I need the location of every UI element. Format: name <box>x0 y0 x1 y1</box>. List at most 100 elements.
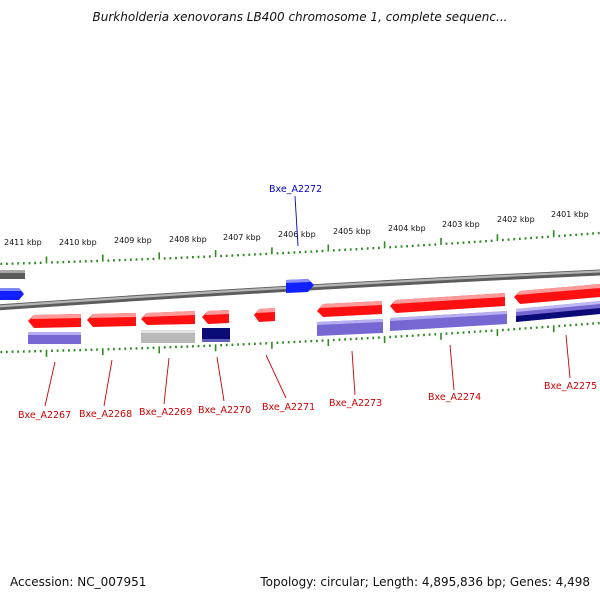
outer-ruler-major-tick <box>45 256 48 264</box>
outer-ruler-minor-tick <box>575 233 578 236</box>
gene-label-bxe-a2270[interactable]: Bxe_A2270 <box>198 405 251 416</box>
outer-ruler-minor-tick <box>231 254 234 257</box>
outer-ruler-minor-tick <box>411 244 414 248</box>
inner-ruler-minor-tick <box>68 349 70 352</box>
outer-ruler-minor-tick <box>186 256 189 259</box>
outer-ruler-minor-tick <box>135 258 138 261</box>
outer-ruler-minor-tick <box>524 237 527 240</box>
outer-ruler-minor-tick <box>130 258 132 261</box>
gene-feature-bxe-a2270[interactable] <box>202 310 230 342</box>
gene-feature-bxe-a2267[interactable] <box>28 314 81 344</box>
inner-ruler-minor-tick <box>265 342 268 345</box>
outer-ruler-minor-tick <box>282 251 284 255</box>
gene-label-bxe-a2268[interactable]: Bxe_A2268 <box>79 409 132 420</box>
outer-ruler-minor-tick <box>265 252 268 256</box>
gene-feature-bxe-a2271[interactable] <box>254 308 275 322</box>
gene-feature-bxe-a2268[interactable] <box>87 313 136 327</box>
inner-ruler-minor-tick <box>378 336 380 339</box>
outer-ruler-minor-tick <box>564 234 566 237</box>
inner-ruler-minor-tick <box>564 324 566 327</box>
outer-ruler-minor-tick <box>518 237 521 240</box>
outer-ruler-minor-tick <box>163 257 166 260</box>
inner-ruler-major-tick <box>552 325 555 333</box>
inner-ruler-major-tick <box>158 346 160 354</box>
inner-ruler-minor-tick <box>349 337 352 341</box>
summary-text: Topology: circular; Length: 4,895,836 bp… <box>260 575 590 589</box>
outer-ruler-minor-tick <box>39 261 42 264</box>
outer-ruler-minor-tick <box>468 241 470 244</box>
outer-ruler-minor-tick <box>597 231 600 235</box>
outer-ruler-minor-tick <box>321 249 324 253</box>
outer-ruler-major-tick <box>214 250 217 258</box>
gene-label-bxe-a2271[interactable]: Bxe_A2271 <box>262 402 315 413</box>
outer-ruler-minor-tick <box>124 258 127 262</box>
inner-ruler-minor-tick <box>28 350 31 353</box>
scale-label-2403: 2403 kbp <box>442 220 480 229</box>
outer-ruler-minor-tick <box>462 241 465 244</box>
inner-ruler-major-tick <box>440 332 442 340</box>
outer-ruler-minor-tick <box>259 253 262 256</box>
inner-ruler-minor-tick <box>11 350 14 353</box>
inner-ruler-minor-tick <box>203 344 206 348</box>
gene-feature-partial-left[interactable] <box>0 270 25 279</box>
outer-ruler-minor-tick <box>558 234 561 238</box>
gene-label-bxe-a2267[interactable]: Bxe_A2267 <box>18 410 71 421</box>
gene-label-bxe-a2274[interactable]: Bxe_A2274 <box>428 392 481 403</box>
inner-ruler-minor-tick <box>344 338 346 341</box>
inner-ruler-minor-tick <box>411 334 414 337</box>
scale-label-2410: 2410 kbp <box>59 238 97 247</box>
gene-feature-bxe-a2275[interactable] <box>514 284 600 322</box>
gene-label-bxe-a2275[interactable]: Bxe_A2275 <box>544 381 597 392</box>
outer-ruler-minor-tick <box>299 251 301 254</box>
inner-ruler-minor-tick <box>535 326 538 329</box>
outer-ruler-minor-tick <box>276 252 279 255</box>
inner-ruler-major-tick <box>383 336 386 344</box>
inner-ruler-minor-tick <box>276 341 279 344</box>
outer-ruler-minor-tick <box>400 245 403 248</box>
outer-ruler-minor-tick <box>389 246 392 249</box>
label-leader-lines <box>44 195 571 407</box>
outer-ruler-minor-tick <box>242 253 245 257</box>
gene-feature-bxe-a2274[interactable] <box>390 293 507 331</box>
outer-ruler-minor-tick <box>547 235 549 238</box>
inner-ruler-minor-tick <box>473 330 476 333</box>
outer-ruler-minor-tick <box>220 254 222 258</box>
inner-ruler-minor-tick <box>592 322 594 325</box>
outer-ruler-minor-tick <box>479 240 482 243</box>
outer-ruler-minor-tick <box>208 255 211 258</box>
gene-label-bxe-a2269[interactable]: Bxe_A2269 <box>139 407 192 418</box>
outer-ruler-minor-tick <box>146 257 149 261</box>
outer-ruler-minor-tick <box>490 239 493 242</box>
gene-feature-bxe-a2269[interactable] <box>141 311 195 343</box>
outer-ruler-major-tick <box>383 241 386 249</box>
gene-label-bxe-a2272[interactable]: Bxe_A2272 <box>269 184 322 195</box>
inner-ruler-minor-tick <box>575 323 578 326</box>
outer-ruler-minor-tick <box>107 259 110 262</box>
inner-ruler-minor-tick <box>332 338 335 342</box>
gene-feature-blue-left[interactable] <box>0 288 24 300</box>
outer-ruler-minor-tick <box>394 245 397 249</box>
inner-ruler-minor-tick <box>428 333 431 336</box>
inner-ruler-minor-tick <box>569 324 572 327</box>
outer-ruler-minor-tick <box>592 232 594 235</box>
outer-ruler-minor-tick <box>434 243 437 246</box>
outer-ruler-minor-tick <box>203 255 206 258</box>
gene-feature-bxe-a2272[interactable] <box>286 279 314 293</box>
outer-ruler-minor-tick <box>344 248 346 251</box>
inner-ruler-major-tick <box>271 341 273 349</box>
inner-ruler-minor-tick <box>282 341 284 344</box>
inner-ruler-minor-tick <box>417 334 420 337</box>
inner-ruler-minor-tick <box>456 331 459 335</box>
map-title: Burkholderia xenovorans LB400 chromosome… <box>92 10 508 24</box>
gene-label-bxe-a2273[interactable]: Bxe_A2273 <box>329 398 382 409</box>
inner-ruler-minor-tick <box>490 329 493 332</box>
inner-ruler-minor-tick <box>451 332 454 335</box>
inner-ruler-minor-tick <box>152 346 155 349</box>
outer-ruler-minor-tick <box>366 247 369 250</box>
inner-ruler-minor-tick <box>56 349 59 352</box>
inner-ruler-minor-tick <box>39 349 42 353</box>
gene-feature-bxe-a2273[interactable] <box>317 301 383 336</box>
outer-ruler-minor-tick <box>378 246 380 250</box>
inner-ruler-minor-tick <box>513 328 516 331</box>
outer-ruler-major-tick <box>271 247 273 255</box>
